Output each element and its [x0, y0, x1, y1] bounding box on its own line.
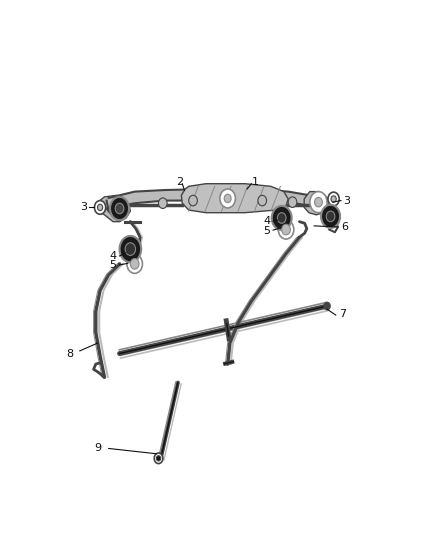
Circle shape	[95, 200, 106, 214]
Circle shape	[131, 259, 139, 269]
Text: 1: 1	[252, 177, 259, 187]
Circle shape	[328, 192, 339, 206]
Text: 6: 6	[341, 222, 348, 232]
Text: 4: 4	[263, 216, 270, 226]
Circle shape	[324, 302, 330, 310]
Circle shape	[127, 254, 142, 273]
Circle shape	[224, 194, 231, 203]
Text: 5: 5	[110, 261, 117, 270]
Circle shape	[321, 205, 340, 228]
Circle shape	[156, 456, 161, 461]
Circle shape	[258, 195, 267, 206]
Polygon shape	[181, 184, 288, 213]
Circle shape	[110, 197, 129, 220]
Text: 5: 5	[263, 225, 270, 236]
Circle shape	[272, 206, 292, 230]
Circle shape	[310, 191, 327, 213]
Text: 7: 7	[339, 309, 346, 319]
Circle shape	[159, 198, 167, 208]
Circle shape	[314, 197, 322, 207]
Circle shape	[331, 196, 336, 202]
Text: 9: 9	[94, 443, 102, 454]
Circle shape	[115, 203, 124, 214]
Circle shape	[154, 453, 163, 464]
Text: 8: 8	[66, 349, 74, 359]
Text: 4: 4	[110, 251, 117, 261]
Circle shape	[288, 197, 297, 207]
Circle shape	[277, 213, 286, 223]
Polygon shape	[109, 189, 325, 209]
Polygon shape	[97, 195, 131, 222]
Circle shape	[326, 211, 335, 222]
Text: 3: 3	[81, 202, 88, 212]
Circle shape	[120, 236, 141, 262]
Text: 3: 3	[343, 196, 350, 206]
Circle shape	[189, 195, 198, 206]
Circle shape	[282, 224, 290, 235]
Circle shape	[125, 243, 135, 255]
Text: 2: 2	[177, 177, 184, 187]
Polygon shape	[304, 191, 329, 215]
Circle shape	[220, 189, 236, 208]
Circle shape	[278, 220, 294, 239]
Circle shape	[98, 204, 102, 211]
